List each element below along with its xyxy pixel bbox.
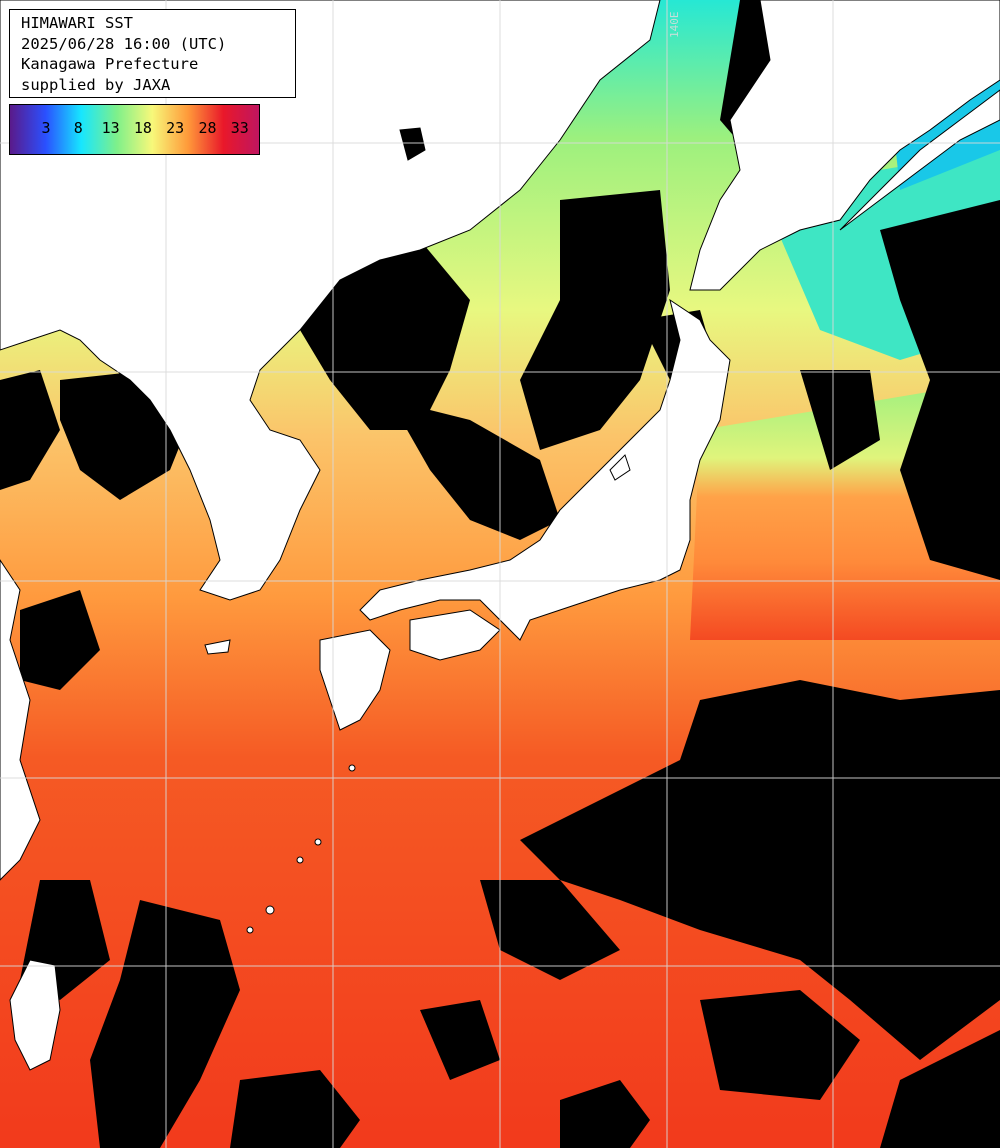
legend-tick-28: 28 [198, 119, 217, 137]
legend-tick-8: 8 [73, 119, 83, 137]
longitude-label-140e: 140E [668, 11, 681, 39]
legend-tick-23: 23 [166, 119, 185, 137]
land-hokkaido [689, 0, 1000, 291]
legend-tick-3: 3 [41, 119, 51, 137]
land-honshu [359, 298, 731, 641]
land-china-coast [0, 559, 41, 881]
land-kyushu [319, 629, 391, 731]
color-scale-legend: 3 8 13 18 23 28 33 [9, 104, 260, 155]
timestamp: 2025/06/28 16:00 (UTC) [21, 34, 227, 53]
product-title: HIMAWARI SST [21, 14, 133, 32]
land-shikoku [409, 609, 501, 661]
legend-tick-13: 13 [101, 119, 120, 137]
region-label: Kanagawa Prefecture [21, 55, 199, 73]
color-scale-ticks: 3 8 13 18 23 28 33 [10, 119, 259, 141]
credit-label: supplied by JAXA [21, 75, 171, 94]
legend-tick-33: 33 [230, 119, 249, 137]
color-scale-bar [10, 105, 259, 154]
info-box: HIMAWARI SST 2025/06/28 16:00 (UTC) Kana… [9, 9, 296, 98]
land-sakhalin [839, 89, 1000, 231]
land-taiwan [9, 959, 61, 1071]
legend-tick-18: 18 [133, 119, 152, 137]
island-chain [246, 764, 356, 934]
